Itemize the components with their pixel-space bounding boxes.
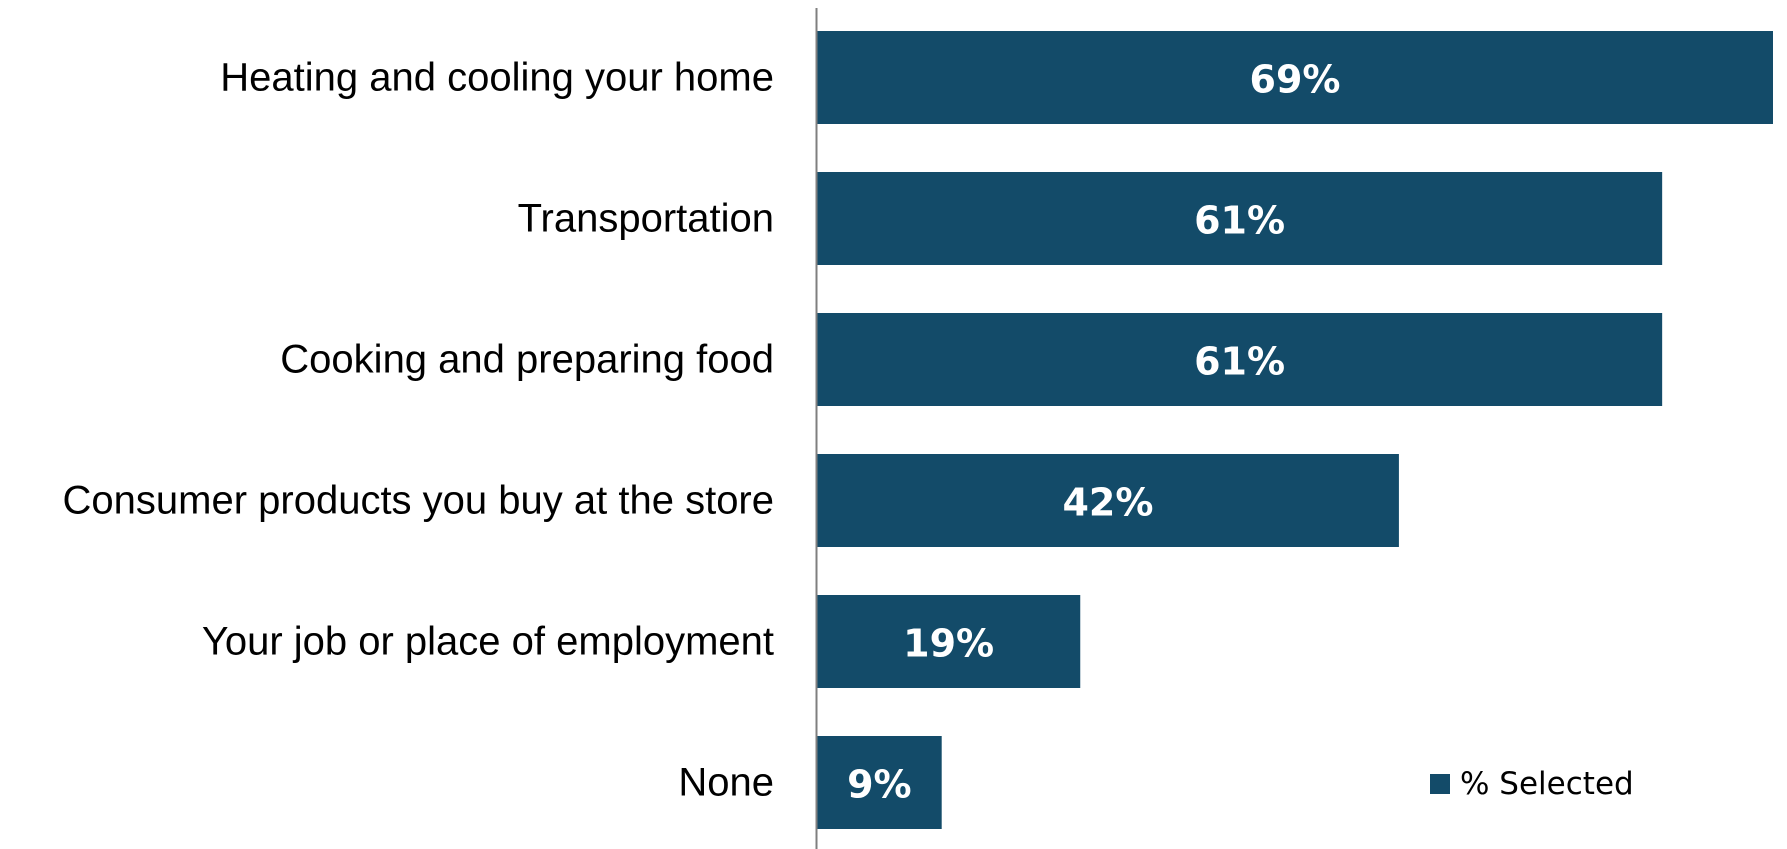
category-labels: Heating and cooling your home Transportat… [63, 56, 774, 805]
category-label: Transportation [518, 197, 774, 241]
value-labels: 69% 61% 61% 42% 19% 9% [847, 58, 1340, 807]
category-label: Your job or place of employment [202, 620, 774, 664]
category-label: Consumer products you buy at the store [63, 479, 774, 523]
bar [817, 172, 1663, 265]
legend-swatch [1430, 774, 1450, 794]
data-label: 42% [1062, 481, 1153, 525]
data-label: 61% [1194, 340, 1285, 384]
bar [817, 313, 1663, 406]
category-label: None [678, 761, 774, 805]
bars-layer [817, 31, 1773, 829]
legend: % Selected [1430, 766, 1634, 802]
category-label: Cooking and preparing food [280, 338, 774, 382]
bar [817, 736, 942, 829]
bar [817, 454, 1399, 547]
data-label: 69% [1250, 58, 1341, 102]
bar [817, 31, 1773, 124]
data-label: 19% [903, 622, 994, 666]
data-label: 61% [1194, 199, 1285, 243]
legend-label: % Selected [1460, 766, 1634, 802]
category-label: Heating and cooling your home [220, 56, 774, 100]
bar [817, 595, 1081, 688]
data-label: 9% [847, 763, 912, 807]
